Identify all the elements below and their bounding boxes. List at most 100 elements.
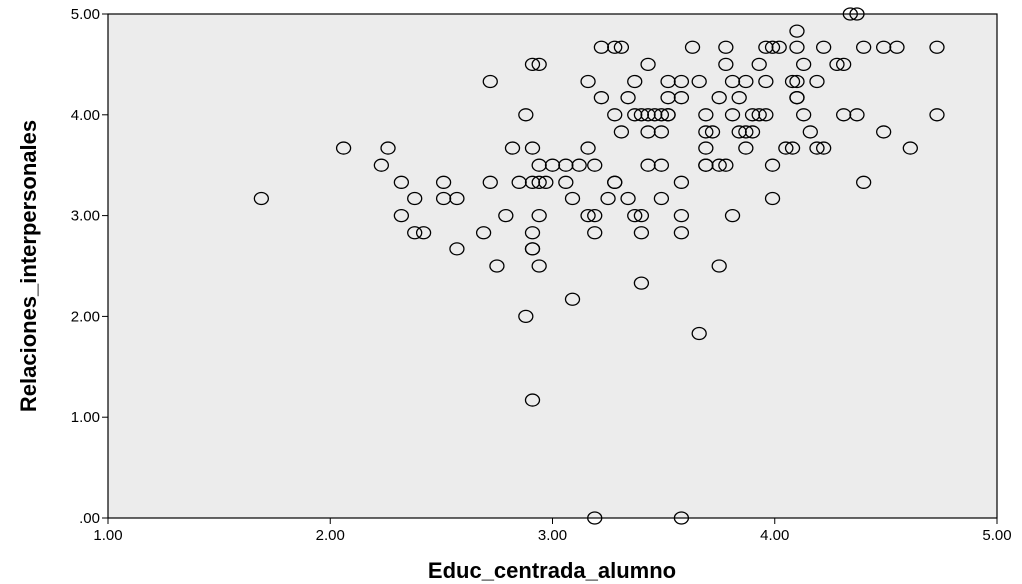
data-point (835, 108, 852, 122)
x-tick-label: 3.00 (538, 527, 567, 544)
data-point (627, 208, 643, 223)
data-point (789, 74, 805, 89)
data-point (876, 125, 892, 139)
data-point (407, 191, 423, 206)
data-point (653, 158, 670, 172)
data-point (789, 24, 805, 38)
data-point (653, 125, 670, 139)
x-tick-label: 1.00 (93, 527, 122, 544)
data-point (531, 175, 547, 189)
y-tick-label: 1.00 (71, 409, 100, 426)
data-point (593, 40, 610, 54)
data-point (335, 141, 352, 155)
data-point (673, 226, 690, 240)
data-point (633, 276, 650, 290)
data-point (587, 511, 603, 525)
data-point (764, 40, 781, 54)
x-axis: 1.00 2.00 3.00 4.00 5.00 (93, 518, 1012, 544)
y-axis: .00 1.00 2.00 3.00 4.00 5.00 (71, 6, 108, 527)
data-point (607, 108, 623, 122)
data-point (415, 226, 432, 240)
data-point (393, 208, 410, 223)
data-point (580, 74, 596, 89)
data-point (544, 158, 561, 172)
data-point (511, 175, 527, 189)
data-point (842, 7, 858, 21)
data-point (758, 74, 774, 89)
data-point (856, 175, 872, 189)
data-point (524, 226, 541, 240)
data-point (660, 91, 676, 105)
y-tick-label: 2.00 (71, 308, 100, 325)
data-point (613, 125, 630, 139)
data-point (531, 208, 547, 223)
data-point (704, 125, 721, 139)
data-point (607, 40, 623, 54)
data-point (815, 40, 832, 54)
data-point (718, 57, 734, 72)
data-point (744, 108, 761, 122)
data-point (835, 57, 852, 72)
data-point (784, 74, 801, 89)
data-point (524, 393, 541, 407)
data-point (724, 208, 741, 223)
data-point (524, 175, 541, 189)
data-point (633, 108, 650, 122)
data-point (711, 158, 727, 172)
data-point (849, 108, 865, 122)
data-point (518, 108, 534, 122)
data-point (640, 108, 656, 122)
data-point (531, 158, 547, 172)
data-point (778, 141, 794, 155)
data-point (504, 141, 521, 155)
data-point (253, 191, 270, 206)
data-point (738, 74, 754, 89)
data-point (558, 158, 574, 172)
data-point (489, 259, 505, 273)
data-point (698, 108, 714, 122)
data-point (660, 108, 676, 122)
data-point (580, 141, 596, 155)
data-point (449, 242, 465, 256)
data-point (829, 57, 845, 72)
data-point (600, 191, 616, 206)
data-point (673, 208, 690, 223)
data-point (889, 40, 905, 54)
data-point (758, 108, 774, 122)
x-axis-title: Educ_centrada_alumno (428, 558, 676, 583)
data-point (929, 108, 945, 122)
data-point (751, 108, 767, 122)
data-point (876, 40, 892, 54)
data-point (558, 175, 574, 189)
data-point (795, 57, 812, 72)
data-point (691, 326, 707, 341)
data-point (613, 40, 630, 54)
plot-area (107, 13, 998, 519)
data-point (673, 175, 690, 189)
y-tick-label: 5.00 (71, 6, 100, 23)
data-point (653, 108, 670, 122)
data-point (764, 158, 781, 172)
data-point (764, 191, 781, 206)
data-point (620, 191, 636, 206)
data-point (518, 309, 534, 324)
data-point (435, 191, 452, 206)
x-tick-label: 5.00 (982, 527, 1011, 544)
data-point (718, 158, 734, 172)
data-point (802, 125, 818, 139)
data-point (564, 292, 581, 306)
data-point (380, 141, 396, 155)
data-point (698, 141, 714, 155)
data-point (498, 208, 514, 223)
data-point (660, 74, 676, 89)
data-point (538, 175, 554, 189)
data-point (758, 40, 774, 54)
data-point (531, 57, 547, 72)
data-point (795, 108, 812, 122)
data-point (902, 141, 918, 155)
data-point (627, 74, 643, 89)
data-point (587, 158, 603, 172)
data-point (673, 91, 690, 105)
y-axis-title: Relaciones_interpersonales (16, 120, 41, 412)
